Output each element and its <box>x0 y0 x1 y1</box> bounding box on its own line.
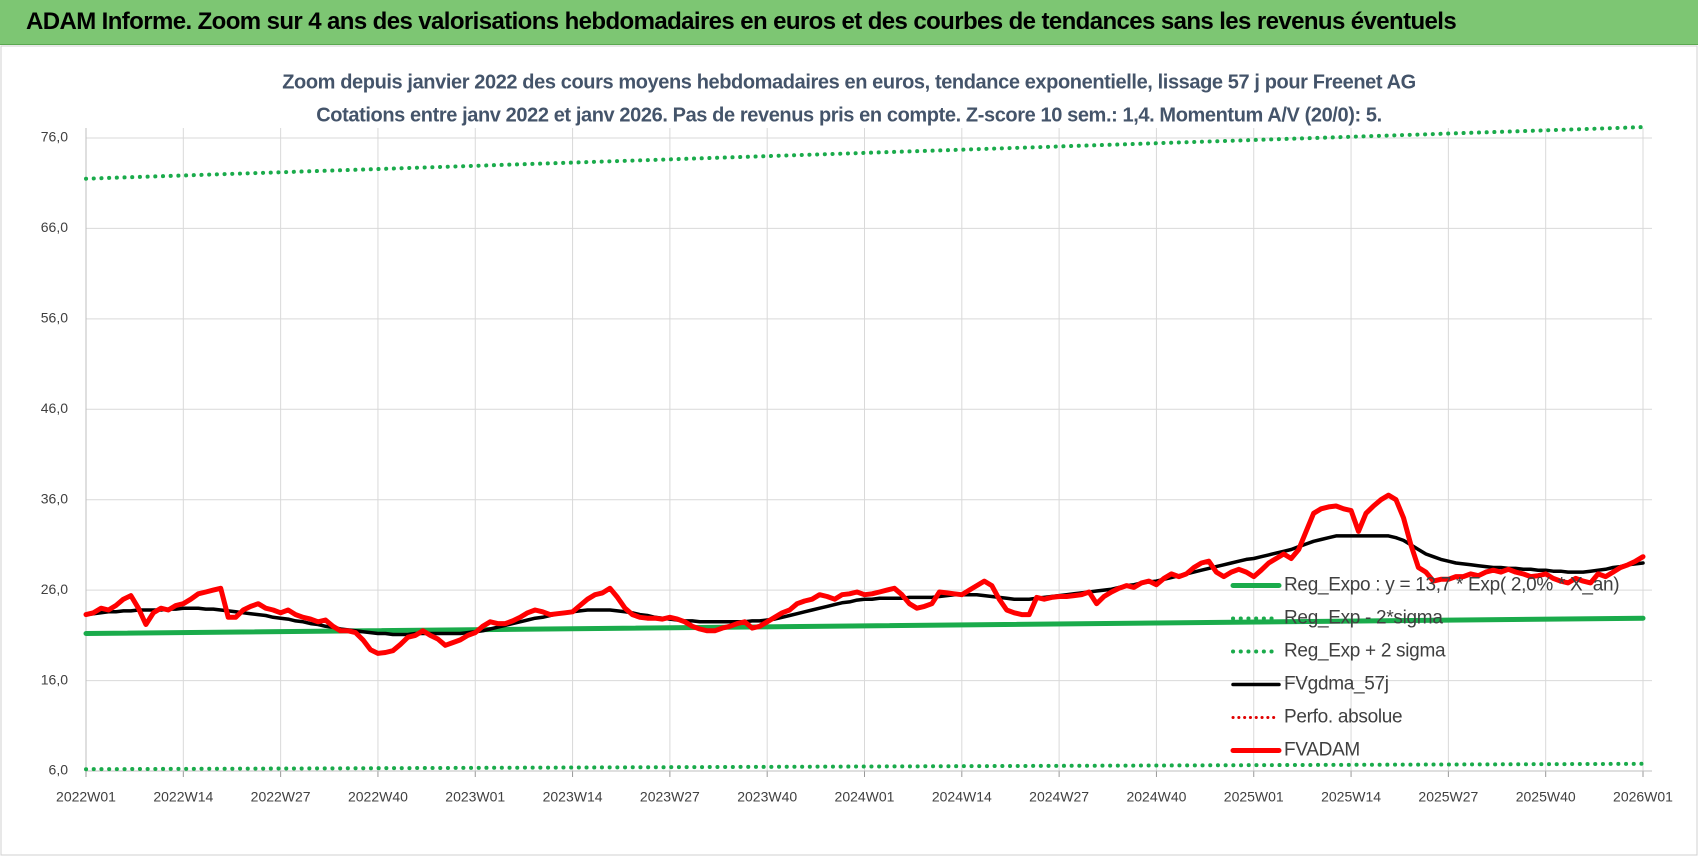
legend-label: Reg_Exp + 2 sigma <box>1284 641 1446 662</box>
x-tick-label: 2024W40 <box>1126 789 1186 805</box>
x-tick-label: 2025W01 <box>1224 789 1284 805</box>
x-tick-label: 2024W27 <box>1029 789 1089 805</box>
x-tick-label: 2025W40 <box>1516 789 1576 805</box>
chart-title: Zoom depuis janvier 2022 des cours moyen… <box>282 71 1416 93</box>
x-tick-label: 2022W27 <box>251 789 311 805</box>
legend-label: Perfo. absolue <box>1284 707 1402 728</box>
y-tick-label: 46,0 <box>41 400 68 416</box>
y-tick-label: 36,0 <box>41 490 68 506</box>
legend-label: FVgdma_57j <box>1284 674 1389 695</box>
x-tick-label: 2022W40 <box>348 789 408 805</box>
chart-frame <box>0 45 1698 856</box>
legend-label: Reg_Exp - 2*sigma <box>1284 608 1443 629</box>
x-tick-label: 2026W01 <box>1613 789 1673 805</box>
legend-label: Reg_Expo : y = 13,7 * Exp( 2,0% * X_an) <box>1284 575 1619 596</box>
x-tick-label: 2023W40 <box>737 789 797 805</box>
header-title: ADAM Informe. Zoom sur 4 ans des valoris… <box>26 8 1457 35</box>
series-line <box>83 492 1646 656</box>
x-tick-label: 2025W14 <box>1321 789 1381 805</box>
legend: Reg_Expo : y = 13,7 * Exp( 2,0% * X_an) R… <box>1230 575 1620 761</box>
x-tick-label: 2023W27 <box>640 789 700 805</box>
chart-subtitle: Cotations entre janv 2022 et janv 2026. … <box>316 104 1382 126</box>
x-tick-label: 2023W14 <box>543 789 603 805</box>
y-tick-label: 56,0 <box>41 310 68 326</box>
y-tick-label: 6,0 <box>49 762 69 778</box>
y-tick-label: 76,0 <box>41 129 68 145</box>
series-line <box>84 761 1645 772</box>
x-tick-label: 2023W01 <box>445 789 505 805</box>
x-tick-label: 2022W01 <box>56 789 116 805</box>
x-tick-label: 2025W27 <box>1418 789 1478 805</box>
x-tick-label: 2022W14 <box>153 789 213 805</box>
series-line <box>84 125 1645 181</box>
chart: Zoom depuis janvier 2022 des cours moyen… <box>0 45 1698 856</box>
x-tick-label: 2024W14 <box>932 789 992 805</box>
header-bar: ADAM Informe. Zoom sur 4 ans des valoris… <box>0 0 1698 45</box>
y-tick-label: 66,0 <box>41 219 68 235</box>
x-tick-label: 2024W01 <box>835 789 895 805</box>
y-tick-label: 26,0 <box>41 581 68 597</box>
y-tick-label: 16,0 <box>41 671 68 687</box>
legend-label: FVADAM <box>1284 740 1360 761</box>
